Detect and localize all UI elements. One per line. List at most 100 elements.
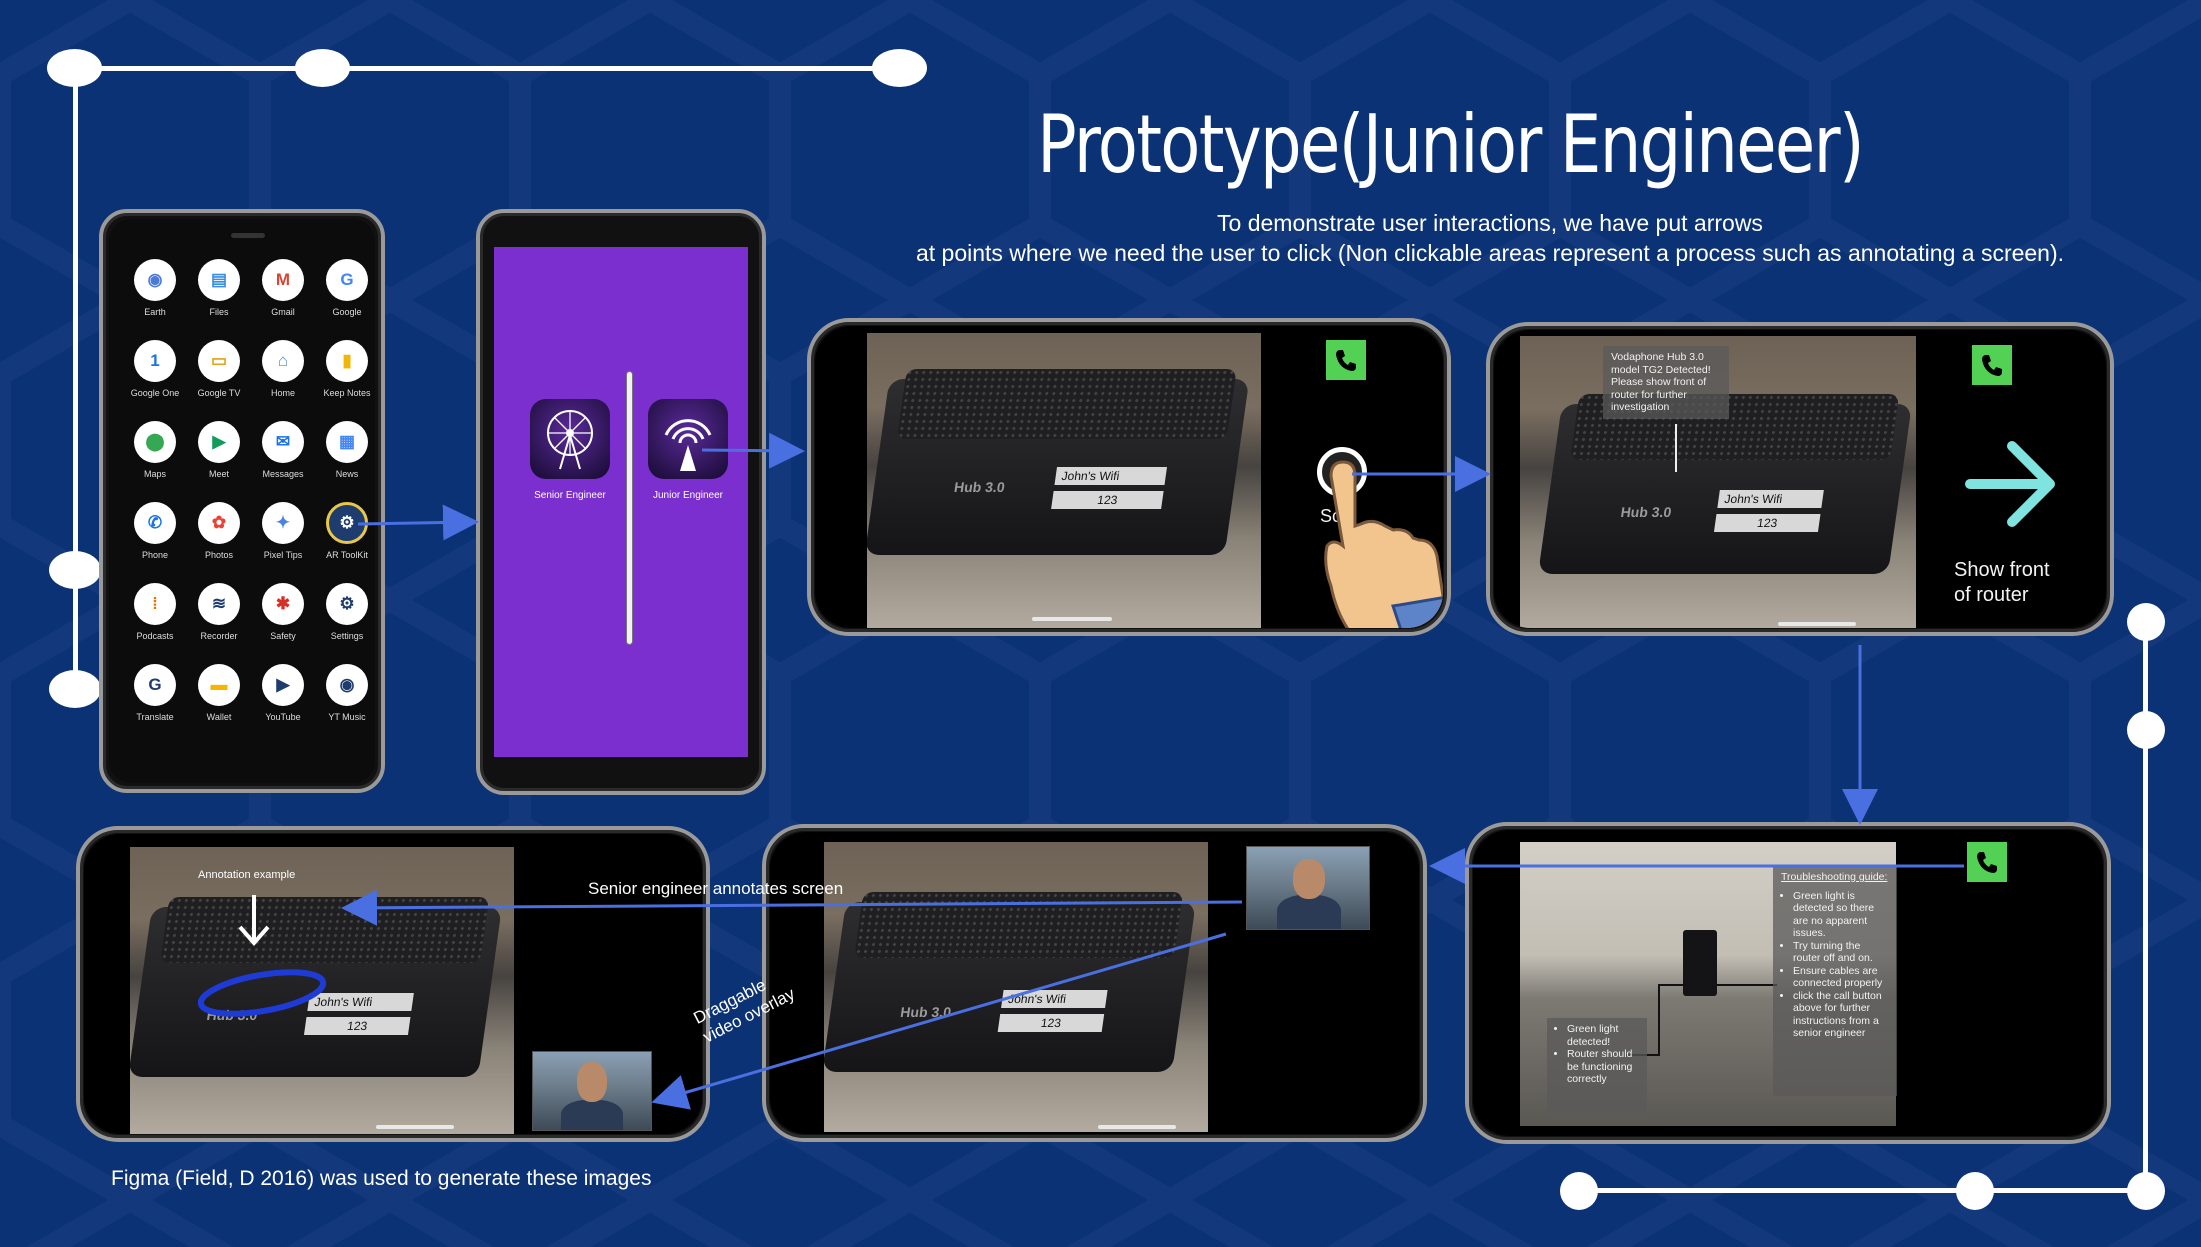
slide-subtitle: To demonstrate user interactions, we hav… — [700, 208, 2201, 268]
phone-annotate-screen: Hub 3.0 John's Wifi 123 Annotation examp… — [76, 826, 710, 1142]
app-grid: ◉ Earth ▤ Files M Gmail G Google 1 Google One ▭ Goo… — [123, 259, 375, 745]
app-label: AR ToolKit — [326, 550, 368, 560]
google-tv-icon: ▭ — [198, 340, 240, 382]
phone-guide-screen: Troubleshooting guide: Green light is de… — [1465, 822, 2111, 1144]
guide-title: Troubleshooting guide: — [1781, 871, 1888, 883]
call-button[interactable] — [1326, 340, 1366, 380]
app-settings[interactable]: ⚙ Settings — [315, 583, 375, 664]
router-standing — [1683, 930, 1717, 996]
app-podcasts[interactable]: ⁞ Podcasts — [123, 583, 187, 664]
detection-info-box: Vodaphone Hub 3.0 model TG2 Detected! Pl… — [1603, 346, 1729, 419]
app-meet[interactable]: ▶ Meet — [187, 421, 251, 502]
app-keep-notes[interactable]: ▮ Keep Notes — [315, 340, 375, 421]
app-label: Podcasts — [136, 631, 174, 641]
app-wallet[interactable]: ▬ Wallet — [187, 664, 251, 745]
phone-home-screen: ◉ Earth ▤ Files M Gmail G Google 1 Google One ▭ Goo… — [99, 209, 385, 793]
cable-line — [1717, 984, 1777, 986]
files-icon: ▤ — [198, 259, 240, 301]
annotation-down-arrow-icon — [238, 895, 270, 947]
app-ar-toolkit[interactable]: ⚙ AR ToolKit — [315, 502, 375, 583]
flow-arrow-7 — [651, 932, 1227, 1110]
role-divider — [626, 371, 633, 645]
app-label: Settings — [330, 631, 364, 641]
right-arrow-icon[interactable] — [1964, 434, 2060, 534]
podcasts-icon: ⁞ — [134, 583, 176, 625]
yt-music-icon: ◉ — [326, 664, 368, 706]
app-gmail[interactable]: M Gmail — [251, 259, 315, 340]
instruction-line-2: of router — [1954, 584, 2029, 606]
photos-icon: ✿ — [198, 502, 240, 544]
app-maps[interactable]: ⬤ Maps — [123, 421, 187, 502]
translate-icon: G — [134, 664, 176, 706]
phone-call-icon — [1977, 852, 1997, 873]
app-label: Phone — [141, 550, 169, 560]
annotation-circle — [197, 969, 327, 1017]
guide-item: Green light is detected so there are no … — [1793, 890, 1889, 940]
status-box: Green light detected!Router should be fu… — [1547, 1018, 1647, 1114]
camera-feed: Hub 3.0 John's Wifi 123 — [824, 842, 1208, 1132]
flow-arrow-6 — [341, 889, 1243, 926]
instruction-line-1: Show front — [1954, 559, 2050, 581]
phone-detect-screen: Hub 3.0 John's Wifi 123 Vodaphone Hub 3.… — [1486, 322, 2114, 636]
annotates-label: Senior engineer annotates screen — [588, 879, 844, 898]
camera-feed: Hub 3.0 John's Wifi 123 Annotation examp… — [130, 847, 514, 1134]
call-button[interactable] — [1967, 842, 2007, 882]
app-label: Messages — [262, 469, 304, 479]
app-label: Recorder — [200, 631, 238, 641]
app-label: Gmail — [271, 307, 295, 317]
app-phone[interactable]: ✆ Phone — [123, 502, 187, 583]
app-label: YouTube — [265, 712, 301, 722]
app-earth[interactable]: ◉ Earth — [123, 259, 187, 340]
ar-toolkit-icon: ⚙ — [326, 502, 368, 544]
messages-icon: ✉ — [262, 421, 304, 463]
draggable-video-overlay[interactable] — [532, 1051, 652, 1131]
senior-engineer-video[interactable] — [1246, 846, 1370, 930]
app-messages[interactable]: ✉ Messages — [251, 421, 315, 502]
guide-item: click the call button above for further … — [1793, 990, 1889, 1040]
app-label: Translate — [136, 712, 174, 722]
app-yt-music[interactable]: ◉ YT Music — [315, 664, 375, 745]
app-files[interactable]: ▤ Files — [187, 259, 251, 340]
app-label: Maps — [143, 469, 166, 479]
news-icon: ▦ — [326, 421, 368, 463]
cable-line — [1658, 984, 1660, 1056]
google-one-icon: 1 — [134, 340, 176, 382]
earth-icon: ◉ — [134, 259, 176, 301]
youtube-icon: ▶ — [262, 664, 304, 706]
junior-engineer-label: Junior Engineer — [652, 490, 724, 501]
guide-list: Green light is detected so there are no … — [1793, 890, 1889, 1040]
app-label: Google — [332, 307, 362, 317]
app-photos[interactable]: ✿ Photos — [187, 502, 251, 583]
app-label: Photos — [204, 550, 234, 560]
settings-icon: ⚙ — [326, 583, 368, 625]
app-translate[interactable]: G Translate — [123, 664, 187, 745]
troubleshooting-guide: Troubleshooting guide: Green light is de… — [1773, 866, 1897, 1096]
app-google[interactable]: G Google — [315, 259, 375, 340]
recorder-icon: ≋ — [198, 583, 240, 625]
app-google-one[interactable]: 1 Google One — [123, 340, 187, 421]
call-button[interactable] — [1972, 345, 2012, 385]
app-label: Files — [209, 307, 229, 317]
flow-arrow-2 — [701, 432, 805, 469]
app-label: Meet — [208, 469, 229, 479]
app-youtube[interactable]: ▶ YouTube — [251, 664, 315, 745]
app-label: Google One — [130, 388, 180, 398]
app-google-tv[interactable]: ▭ Google TV — [187, 340, 251, 421]
instruction-text: Show front of router — [1954, 558, 2050, 608]
app-safety[interactable]: ✱ Safety — [251, 583, 315, 664]
app-label: Google TV — [197, 388, 241, 398]
cable-line — [1658, 984, 1686, 986]
subtitle-line-1: To demonstrate user interactions, we hav… — [1217, 210, 1763, 236]
app-recorder[interactable]: ≋ Recorder — [187, 583, 251, 664]
app-home[interactable]: ⌂ Home — [251, 340, 315, 421]
phone-call-icon — [1982, 355, 2002, 376]
senior-engineer-app-icon[interactable] — [530, 399, 610, 479]
app-label: Wallet — [206, 712, 232, 722]
app-pixel-tips[interactable]: ✦ Pixel Tips — [251, 502, 315, 583]
app-news[interactable]: ▦ News — [315, 421, 375, 502]
junior-engineer-app-icon[interactable] — [648, 399, 728, 479]
senior-engineer-label: Senior Engineer — [534, 490, 606, 501]
camera-feed: Hub 3.0 John's Wifi 123 Vodaphone Hub 3.… — [1520, 336, 1916, 628]
phone-call-screen: Hub 3.0 John's Wifi 123 — [762, 824, 1427, 1142]
